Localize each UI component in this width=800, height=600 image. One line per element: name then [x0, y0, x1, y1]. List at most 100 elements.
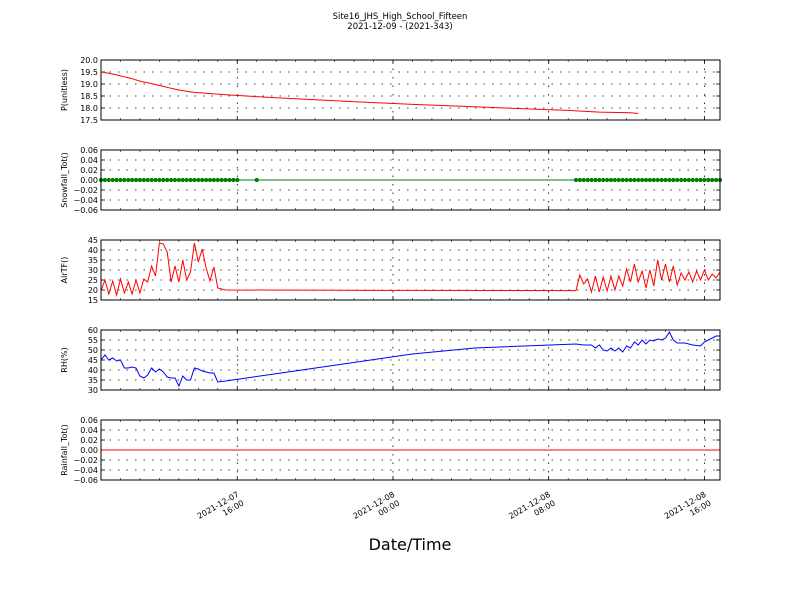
figure-title-line2: 2021-12-09 - (2021-343): [347, 22, 452, 32]
y-tick-label: −0.06: [73, 476, 98, 485]
y-tick-label: 55: [88, 336, 98, 345]
y-tick-label: 19.0: [80, 80, 98, 89]
series-point: [698, 177, 703, 183]
series-point: [714, 177, 719, 183]
series-point: [581, 177, 586, 183]
series-point: [157, 177, 162, 183]
y-tick-label: 25: [88, 276, 98, 285]
series-point: [188, 177, 193, 183]
series-point: [612, 177, 617, 183]
series-point: [624, 177, 629, 183]
series-point: [207, 177, 213, 183]
series-point: [254, 177, 259, 183]
series-point: [628, 177, 633, 183]
panel-2: −0.06−0.04−0.020.000.020.040.06 Snowfall_…: [60, 146, 723, 215]
y-tick-label: 0.06: [80, 146, 98, 155]
series-point: [632, 177, 637, 183]
series-point: [196, 177, 201, 183]
series-point: [643, 177, 649, 183]
panel-5: −0.06−0.04−0.020.000.020.040.06 Rainfall_…: [60, 416, 721, 485]
panel-frame: [100, 329, 721, 391]
series-point: [145, 177, 150, 183]
series-point: [675, 177, 680, 183]
y-tick-label: 0.02: [80, 166, 98, 175]
series-point: [605, 177, 610, 183]
series-point: [192, 177, 197, 183]
series-point: [667, 177, 672, 183]
series-point: [640, 177, 645, 183]
series-point: [659, 177, 664, 183]
series-point: [231, 177, 236, 183]
y-tick-label: 0.02: [80, 436, 98, 445]
series-point: [682, 177, 688, 183]
series-point: [678, 177, 684, 183]
series-point: [149, 177, 154, 183]
series-point: [694, 177, 699, 183]
series-point: [620, 177, 625, 183]
series-point: [184, 177, 189, 183]
y-axis-label: P(unitless): [60, 69, 69, 111]
series-point: [690, 177, 695, 183]
panels: 17.5 18.0 18.5 19.0 19.5 20.0 P(unitless) −0.06…: [60, 56, 723, 485]
y-tick-label: 15: [88, 296, 98, 305]
y-tick-label: 30: [88, 266, 98, 275]
panel-frame: [100, 239, 721, 301]
series-point: [176, 177, 181, 183]
y-tick-label: −0.02: [73, 456, 98, 465]
series-point: [585, 177, 590, 183]
series-point: [211, 177, 216, 183]
series-point: [114, 177, 119, 183]
y-tick-label: 0.00: [80, 176, 98, 185]
figure-title-line1: Site16_JHS_High_School_Fifteen: [333, 12, 468, 22]
series-point: [180, 177, 185, 183]
y-axis-label: Rainfall_Tot(): [60, 424, 69, 476]
series-point: [706, 177, 711, 183]
series-point: [122, 177, 127, 183]
y-axis-label: RH(%): [60, 347, 69, 372]
y-tick-label: 17.5: [80, 116, 98, 125]
y-tick-label: 0.04: [80, 156, 98, 165]
y-tick-label: 40: [88, 366, 98, 375]
y-tick-label: 0.06: [80, 416, 98, 425]
y-axis-label: AirTF(): [60, 257, 69, 284]
panel-1: 17.5 18.0 18.5 19.0 19.5 20.0 P(unitless): [60, 56, 721, 125]
series-line: [100, 71, 639, 114]
series-point: [227, 177, 232, 183]
series-point: [651, 177, 656, 183]
y-tick-label: −0.04: [73, 196, 98, 205]
y-tick-label: 20: [88, 286, 98, 295]
series-point: [130, 177, 135, 183]
series-point: [137, 177, 143, 183]
y-tick-label: 45: [88, 236, 98, 245]
series-point: [215, 177, 220, 183]
panel-frame: [100, 149, 721, 211]
series-point: [172, 177, 178, 183]
series-line: [100, 242, 721, 297]
series-point: [597, 177, 602, 183]
series-point: [235, 177, 240, 183]
series-point: [671, 177, 676, 183]
series-point: [686, 177, 691, 183]
series-point: [593, 177, 598, 183]
series-point: [141, 177, 146, 183]
series-point: [102, 177, 107, 183]
y-tick-label: 40: [88, 246, 98, 255]
y-tick-label: −0.04: [73, 466, 98, 475]
series-point: [161, 177, 166, 183]
y-tick-label: 19.5: [80, 68, 98, 77]
series-point: [663, 177, 668, 183]
y-axis-label: Snowfall_Tot(): [60, 152, 69, 208]
series-point: [710, 177, 715, 183]
panel-frame: [100, 59, 721, 121]
series-point: [153, 177, 158, 183]
y-tick-label: −0.02: [73, 186, 98, 195]
y-tick-label: 30: [88, 386, 98, 395]
series-point: [573, 177, 579, 183]
